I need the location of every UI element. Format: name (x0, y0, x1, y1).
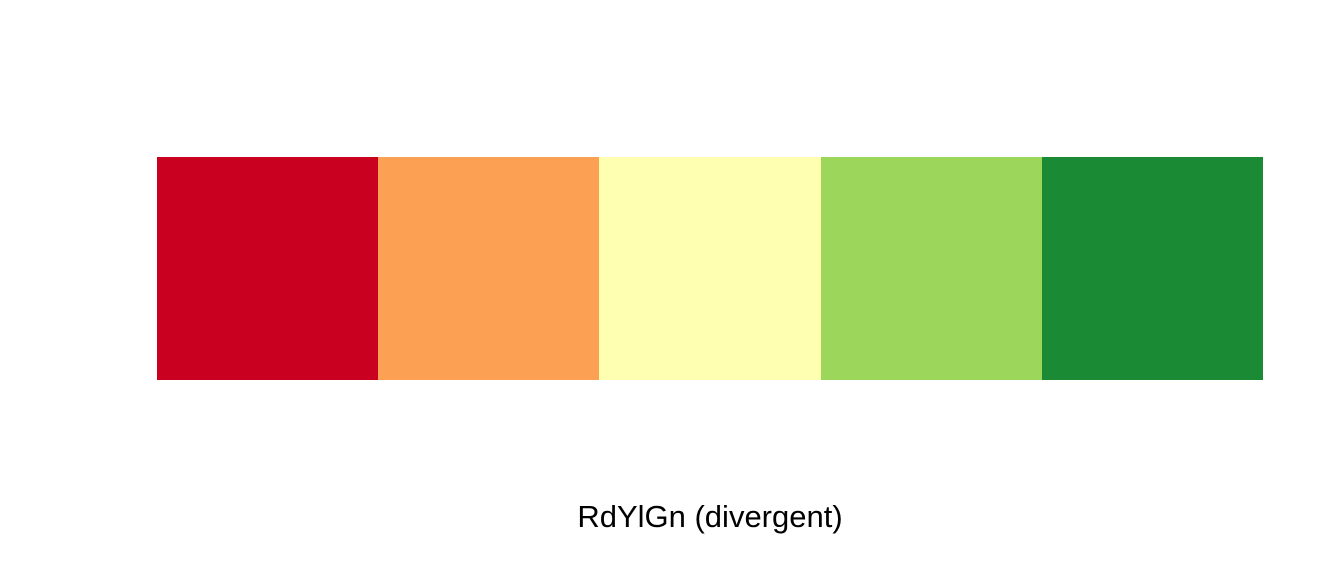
color-swatch-5 (1041, 157, 1264, 380)
color-palette-strip (157, 157, 1264, 380)
palette-caption: RdYlGn (divergent) (577, 499, 843, 534)
color-swatch-3 (599, 157, 821, 380)
color-swatch-1 (157, 157, 379, 380)
color-swatch-2 (378, 157, 600, 380)
color-swatch-4 (820, 157, 1042, 380)
